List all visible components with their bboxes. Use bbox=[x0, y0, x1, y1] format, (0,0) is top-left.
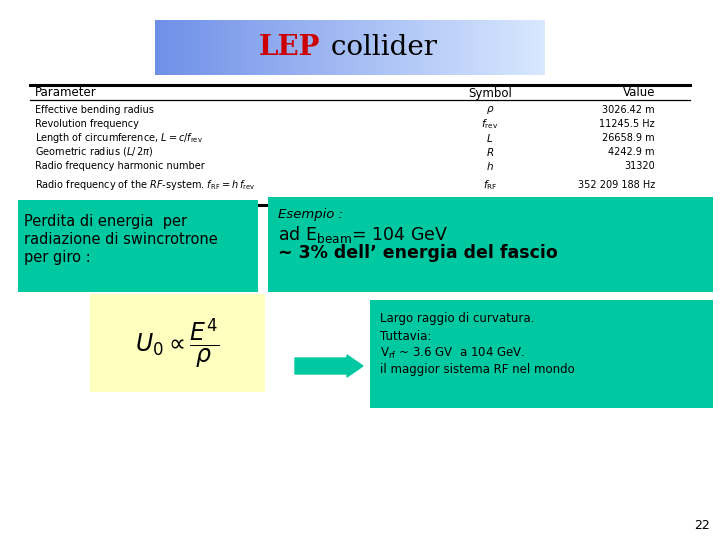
Text: Symbol: Symbol bbox=[468, 86, 512, 99]
Bar bbox=[90, 294, 265, 392]
Text: Tuttavia:: Tuttavia: bbox=[380, 330, 431, 343]
Bar bbox=[370, 300, 713, 408]
Text: 11245.5 Hz: 11245.5 Hz bbox=[599, 119, 655, 129]
Text: Geometric radius $(L/\,2\pi)$: Geometric radius $(L/\,2\pi)$ bbox=[35, 145, 153, 159]
Text: $U_0 \propto \dfrac{E^4}{\rho}$: $U_0 \propto \dfrac{E^4}{\rho}$ bbox=[135, 316, 220, 370]
Bar bbox=[268, 197, 713, 292]
Text: 22: 22 bbox=[694, 519, 710, 532]
Text: radiazione di swincrotrone: radiazione di swincrotrone bbox=[24, 232, 217, 247]
Text: il maggior sistema RF nel mondo: il maggior sistema RF nel mondo bbox=[380, 363, 575, 376]
Text: Perdita di energia  per: Perdita di energia per bbox=[24, 214, 187, 229]
Text: collider: collider bbox=[322, 34, 437, 61]
Text: 26658.9 m: 26658.9 m bbox=[603, 133, 655, 143]
Text: $R$: $R$ bbox=[486, 146, 494, 158]
Text: Effective bending radius: Effective bending radius bbox=[35, 105, 154, 115]
Text: Parameter: Parameter bbox=[35, 86, 96, 99]
Text: Length of circumference, $L = c/f_{\rm rev}$: Length of circumference, $L = c/f_{\rm r… bbox=[35, 131, 203, 145]
FancyArrow shape bbox=[295, 355, 363, 377]
Text: Value: Value bbox=[623, 86, 655, 99]
Text: V$_{\rm rf}$ ~ 3.6 GV  a 104 GeV.: V$_{\rm rf}$ ~ 3.6 GV a 104 GeV. bbox=[380, 346, 525, 361]
Text: Revolution frequency: Revolution frequency bbox=[35, 119, 139, 129]
Text: 352 209 188 Hz: 352 209 188 Hz bbox=[577, 180, 655, 190]
Text: ad E$_{\rm beam}$= 104 GeV: ad E$_{\rm beam}$= 104 GeV bbox=[278, 224, 448, 245]
Text: 4242.9 m: 4242.9 m bbox=[608, 147, 655, 157]
Text: 3026.42 m: 3026.42 m bbox=[603, 105, 655, 115]
Text: per giro :: per giro : bbox=[24, 250, 91, 265]
Text: Esempio :: Esempio : bbox=[278, 208, 343, 221]
Text: LEP: LEP bbox=[258, 34, 320, 61]
Text: Radio frequency harmonic number: Radio frequency harmonic number bbox=[35, 161, 204, 171]
Text: Largo raggio di curvatura.: Largo raggio di curvatura. bbox=[380, 312, 534, 325]
Text: $h$: $h$ bbox=[486, 160, 494, 172]
Bar bbox=[18, 200, 258, 292]
Text: $L$: $L$ bbox=[487, 132, 494, 144]
Text: $f_{\rm rev}$: $f_{\rm rev}$ bbox=[482, 117, 498, 131]
Text: $\rho$: $\rho$ bbox=[486, 104, 494, 116]
Text: Radio frequency of the $RF$-system. $f_{\rm RF} = h\,f_{\rm rev}$: Radio frequency of the $RF$-system. $f_{… bbox=[35, 178, 255, 192]
Text: 31320: 31320 bbox=[624, 161, 655, 171]
Text: ~ 3% dell’ energia del fascio: ~ 3% dell’ energia del fascio bbox=[278, 244, 558, 262]
Text: $f_{\rm RF}$: $f_{\rm RF}$ bbox=[483, 178, 498, 192]
